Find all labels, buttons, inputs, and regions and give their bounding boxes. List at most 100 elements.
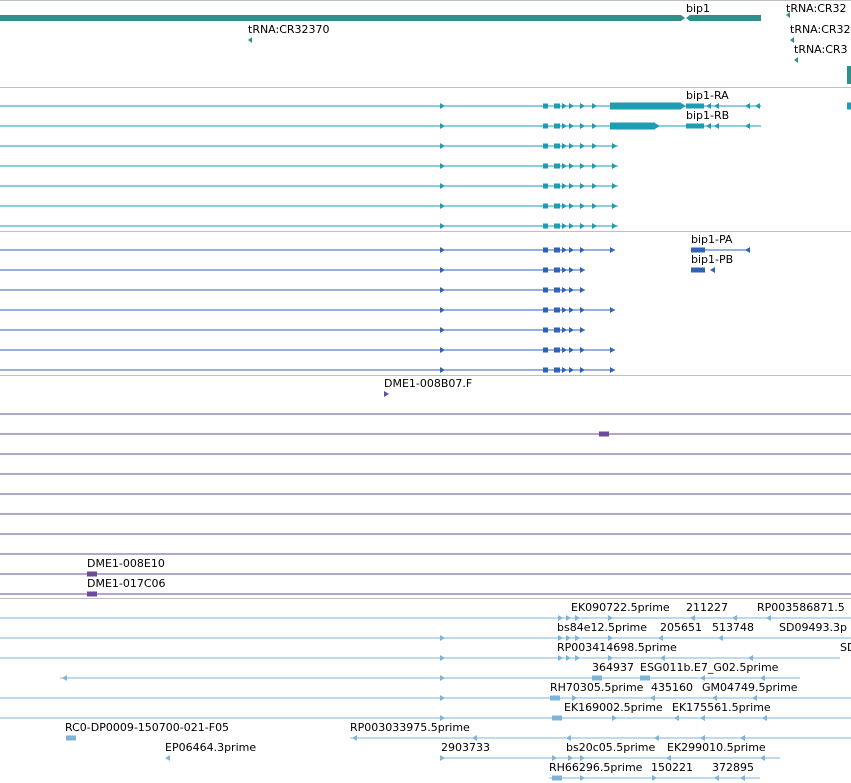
strand-arrow bbox=[165, 755, 170, 761]
strand-arrow bbox=[580, 327, 585, 333]
est-track bbox=[0, 615, 851, 781]
strand-arrow bbox=[592, 163, 597, 169]
strand-arrow bbox=[592, 103, 597, 109]
est-block[interactable] bbox=[552, 775, 562, 781]
strand-arrow bbox=[592, 123, 597, 129]
strand-arrow bbox=[562, 103, 567, 109]
exon-block[interactable] bbox=[543, 367, 548, 373]
exon-block[interactable] bbox=[554, 247, 560, 253]
exon-block[interactable] bbox=[554, 103, 560, 109]
est-block[interactable] bbox=[66, 735, 76, 741]
trna-marker[interactable] bbox=[790, 37, 794, 43]
exon-block[interactable] bbox=[543, 103, 548, 109]
est-label: bs84e12.5prime bbox=[557, 621, 648, 634]
strand-arrow bbox=[658, 635, 663, 641]
exon-block[interactable] bbox=[554, 327, 560, 333]
strand-arrow bbox=[575, 615, 580, 621]
strand-arrow bbox=[569, 367, 574, 373]
strand-arrow bbox=[569, 223, 574, 229]
exon-block[interactable] bbox=[686, 123, 704, 129]
exon-block[interactable] bbox=[847, 102, 851, 110]
exon-block[interactable] bbox=[543, 163, 548, 169]
track-separators bbox=[0, 0, 851, 599]
strand-arrow bbox=[580, 163, 585, 169]
exon-block[interactable] bbox=[691, 267, 705, 273]
strand-arrow bbox=[592, 203, 597, 209]
exon-block[interactable] bbox=[543, 347, 548, 353]
exon-block[interactable] bbox=[543, 143, 548, 149]
clone-block[interactable] bbox=[87, 591, 97, 597]
strand-arrow bbox=[562, 163, 567, 169]
strand-arrow bbox=[440, 367, 445, 373]
exon-block[interactable] bbox=[554, 203, 560, 209]
gene-feature-edge[interactable] bbox=[847, 66, 851, 84]
clone-arrow bbox=[384, 391, 389, 397]
strand-arrow bbox=[569, 123, 574, 129]
exon-block[interactable] bbox=[554, 367, 560, 373]
gene-label-trna: tRNA:CR3 bbox=[794, 43, 848, 56]
exon-block[interactable] bbox=[554, 163, 560, 169]
strand-arrow bbox=[700, 675, 705, 681]
exon-block[interactable] bbox=[543, 247, 548, 253]
clone-block[interactable] bbox=[599, 431, 609, 437]
exon-block[interactable] bbox=[554, 307, 560, 313]
strand-arrow bbox=[569, 247, 574, 253]
strand-arrow bbox=[440, 123, 445, 129]
est-block[interactable] bbox=[640, 675, 650, 681]
exon-block[interactable] bbox=[554, 183, 560, 189]
exon-block[interactable] bbox=[543, 123, 548, 129]
est-label: 2903733 bbox=[441, 741, 490, 754]
exon-block[interactable] bbox=[554, 143, 560, 149]
strand-arrow bbox=[440, 675, 445, 681]
strand-arrow bbox=[440, 755, 445, 761]
est-block[interactable] bbox=[552, 715, 562, 721]
strand-arrow bbox=[580, 103, 585, 109]
strand-arrow bbox=[674, 715, 679, 721]
strand-arrow bbox=[760, 755, 765, 761]
strand-arrow bbox=[440, 247, 445, 253]
est-block[interactable] bbox=[592, 675, 602, 681]
est-block[interactable] bbox=[550, 695, 560, 701]
utr-block[interactable] bbox=[610, 122, 655, 130]
utr-block[interactable] bbox=[610, 102, 681, 110]
exon-block[interactable] bbox=[554, 123, 560, 129]
strand-arrow bbox=[566, 735, 571, 741]
trna-marker[interactable] bbox=[248, 37, 252, 43]
est-label: EK169002.5prime bbox=[564, 701, 663, 714]
exon-block[interactable] bbox=[691, 247, 705, 253]
exon-block[interactable] bbox=[554, 223, 560, 229]
exon-block[interactable] bbox=[543, 183, 548, 189]
trna-marker[interactable] bbox=[786, 12, 790, 18]
exon-block[interactable] bbox=[543, 203, 548, 209]
exon-block[interactable] bbox=[543, 287, 548, 293]
strand-arrow bbox=[755, 103, 760, 109]
exon-block[interactable] bbox=[554, 267, 560, 273]
est-label: SD bbox=[840, 641, 851, 654]
trna-marker[interactable] bbox=[794, 57, 798, 63]
strand-arrow bbox=[652, 775, 657, 781]
transcript-label-rb: bip1-RB bbox=[686, 109, 730, 122]
exon-block[interactable] bbox=[543, 223, 548, 229]
strand-arrow bbox=[440, 655, 445, 661]
strand-arrow bbox=[569, 183, 574, 189]
strand-arrow bbox=[712, 695, 717, 701]
strand-arrow bbox=[610, 367, 615, 373]
strand-arrow bbox=[562, 327, 567, 333]
gene-feature-main[interactable] bbox=[0, 15, 681, 21]
strand-arrow bbox=[569, 287, 574, 293]
exon-block[interactable] bbox=[543, 267, 548, 273]
strand-arrow bbox=[440, 715, 445, 721]
strand-arrow bbox=[580, 347, 585, 353]
exon-block[interactable] bbox=[543, 307, 548, 313]
clone-block[interactable] bbox=[87, 571, 97, 577]
exon-block[interactable] bbox=[686, 103, 704, 109]
strand-arrow bbox=[760, 675, 765, 681]
strand-arrow bbox=[610, 347, 615, 353]
exon-block[interactable] bbox=[543, 327, 548, 333]
exon-block[interactable] bbox=[554, 287, 560, 293]
gene-feature-bip1[interactable] bbox=[690, 15, 761, 21]
exon-block[interactable] bbox=[554, 347, 560, 353]
strand-arrow bbox=[745, 103, 750, 109]
strand-arrow bbox=[440, 347, 445, 353]
gene-track bbox=[0, 12, 851, 84]
